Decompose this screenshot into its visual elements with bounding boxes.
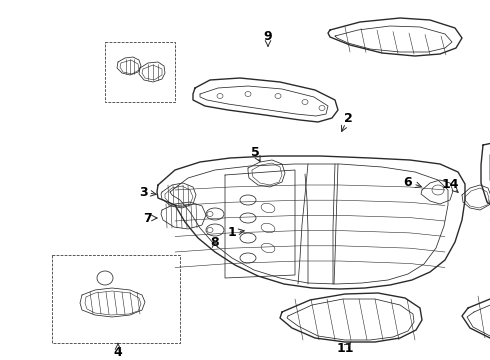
Text: 6: 6 (404, 175, 412, 189)
Text: 1: 1 (228, 226, 236, 239)
Text: 2: 2 (343, 112, 352, 125)
Text: 5: 5 (250, 145, 259, 158)
Text: 8: 8 (211, 235, 220, 248)
Bar (105, 42, 175, 102)
Text: 4: 4 (114, 346, 122, 359)
Text: 7: 7 (143, 211, 151, 225)
Text: 3: 3 (139, 185, 147, 198)
Text: 14: 14 (441, 179, 459, 192)
Bar (52, 255, 180, 343)
Text: 11: 11 (336, 342, 354, 355)
Text: 9: 9 (264, 31, 272, 44)
